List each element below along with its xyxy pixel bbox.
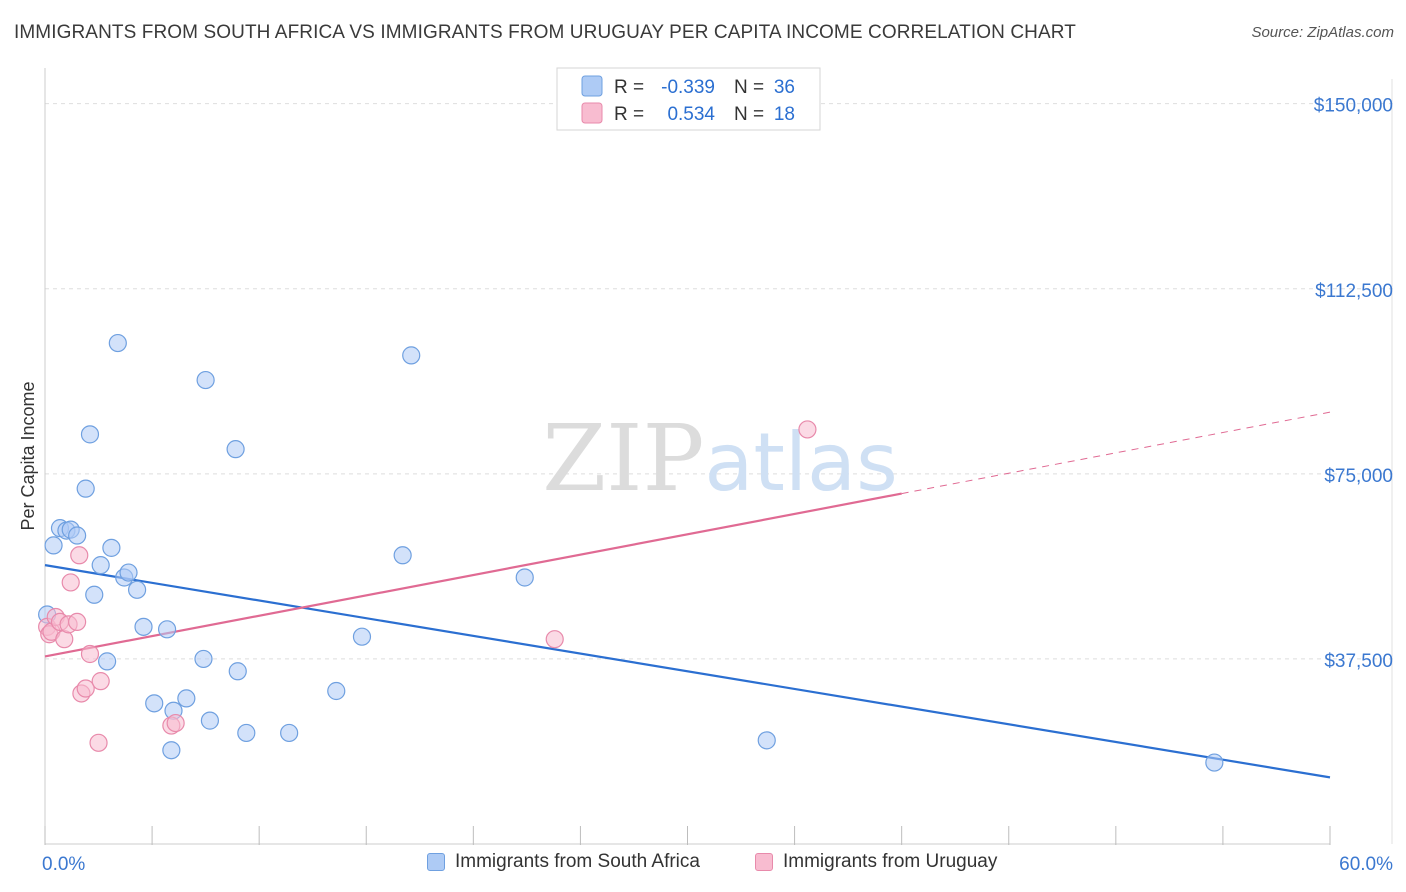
- data-point-south-africa: [102, 538, 121, 557]
- data-point-south-africa: [194, 649, 213, 669]
- stats-n-label-1: N =: [734, 77, 764, 98]
- data-point-uruguay: [545, 630, 564, 649]
- legend-label-south-africa: Immigrants from South Africa: [455, 851, 700, 872]
- x-tick-labels: 0.0% 60.0%: [42, 854, 1393, 875]
- data-point-south-africa: [80, 425, 100, 444]
- x-tick-label-max: 60.0%: [1339, 854, 1393, 875]
- watermark: ZIPatlas: [542, 405, 898, 512]
- stats-n-label-2: N =: [734, 104, 764, 125]
- data-point-south-africa: [98, 652, 117, 671]
- data-point-uruguay: [91, 672, 110, 691]
- trendlines: [44, 411, 1331, 779]
- data-point-south-africa: [134, 617, 153, 636]
- y-tick-label: $75,000: [1324, 466, 1393, 487]
- data-point-south-africa: [352, 627, 372, 646]
- trendline-uruguay-extension: [901, 411, 1331, 495]
- data-point-uruguay: [798, 420, 817, 439]
- stats-legend-pink-swatch: [581, 102, 603, 124]
- data-point-south-africa: [200, 711, 220, 730]
- stats-legend-blue-swatch: [581, 75, 603, 97]
- trendline-south-africa: [44, 564, 1331, 779]
- data-point-uruguay: [68, 612, 87, 632]
- stats-n-value-2: 18: [774, 104, 795, 125]
- data-point-south-africa: [280, 723, 299, 743]
- legend-item-uruguay[interactable]: Immigrants from Uruguay: [755, 851, 997, 873]
- series-south-africa-points: [38, 333, 1224, 772]
- data-point-south-africa: [91, 556, 110, 575]
- data-point-south-africa: [237, 723, 256, 743]
- y-axis-label: Per Capita Income: [18, 381, 38, 530]
- legend-swatch-south-africa: [427, 853, 445, 871]
- data-point-south-africa: [327, 681, 346, 701]
- data-point-south-africa: [402, 346, 421, 365]
- data-point-uruguay: [70, 546, 89, 565]
- y-tick-label: $150,000: [1314, 96, 1393, 117]
- stats-r-label-2: R =: [614, 104, 644, 125]
- y-tick-labels: $37,500 $75,000 $112,500 $150,000: [1314, 96, 1393, 672]
- data-point-uruguay: [76, 679, 95, 698]
- data-point-uruguay: [61, 573, 80, 592]
- stats-r-value-2: 0.534: [667, 104, 715, 125]
- data-point-uruguay: [166, 713, 185, 733]
- legend-label-uruguay: Immigrants from Uruguay: [783, 851, 998, 872]
- chart-title: IMMIGRANTS FROM SOUTH AFRICA VS IMMIGRAN…: [14, 22, 1076, 43]
- series-uruguay-points: [38, 420, 817, 752]
- data-point-south-africa: [177, 689, 196, 708]
- x-tick-label-min: 0.0%: [42, 854, 85, 875]
- data-point-south-africa: [119, 563, 138, 582]
- y-tick-label: $112,500: [1315, 281, 1393, 302]
- y-tick-label: $37,500: [1324, 651, 1393, 672]
- data-point-south-africa: [196, 370, 215, 390]
- data-point-south-africa: [226, 440, 245, 459]
- data-point-south-africa: [127, 580, 147, 599]
- data-point-uruguay: [89, 733, 108, 752]
- data-point-south-africa: [757, 731, 776, 750]
- legend-swatch-uruguay: [755, 853, 773, 871]
- gridlines: [45, 103, 1395, 660]
- data-point-south-africa: [157, 620, 177, 639]
- stats-r-value-1: -0.339: [661, 77, 715, 98]
- data-point-south-africa: [44, 536, 63, 555]
- data-point-south-africa: [68, 526, 87, 545]
- data-point-south-africa: [228, 662, 247, 681]
- stats-legend: R = -0.339 N = 36 R = 0.534 N = 18: [556, 67, 821, 131]
- chart-source: Source: ZipAtlas.com: [1251, 24, 1394, 41]
- data-point-south-africa: [393, 546, 412, 565]
- legend-item-south-africa[interactable]: Immigrants from South Africa: [427, 851, 700, 873]
- stats-n-value-1: 36: [774, 77, 795, 98]
- data-point-south-africa: [145, 694, 164, 713]
- trendline-uruguay: [44, 492, 902, 658]
- data-point-south-africa: [1205, 753, 1224, 772]
- data-point-south-africa: [162, 741, 181, 760]
- watermark-zip: ZIP: [542, 405, 704, 512]
- stats-r-label-1: R =: [614, 77, 644, 98]
- axes: [44, 68, 1393, 845]
- data-point-south-africa: [515, 568, 534, 587]
- data-point-south-africa: [108, 333, 127, 353]
- data-point-south-africa: [76, 479, 95, 498]
- data-point-south-africa: [85, 585, 104, 604]
- data-point-uruguay: [80, 644, 100, 664]
